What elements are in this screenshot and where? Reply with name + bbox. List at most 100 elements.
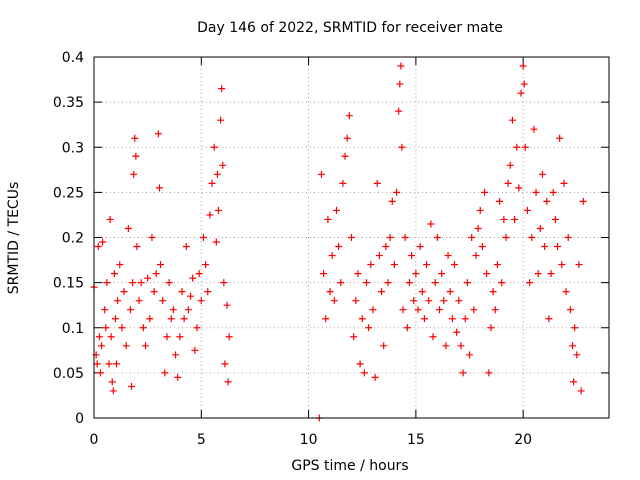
data-point	[189, 274, 197, 282]
data-point	[155, 184, 163, 192]
data-point	[403, 324, 411, 332]
data-point	[442, 342, 450, 350]
data-point	[356, 360, 364, 368]
data-point	[500, 215, 508, 223]
data-point	[94, 243, 102, 251]
data-point	[468, 234, 476, 241]
data-points	[90, 62, 587, 422]
data-point	[193, 324, 201, 332]
data-point	[132, 152, 140, 160]
data-point	[219, 161, 227, 169]
data-point	[137, 279, 145, 287]
data-point	[493, 261, 501, 269]
data-point	[133, 243, 141, 251]
x-tick-label: 5	[197, 432, 206, 448]
data-point	[523, 206, 531, 214]
data-point	[365, 324, 373, 332]
data-point	[101, 306, 109, 314]
data-point	[390, 261, 398, 269]
data-point	[150, 288, 158, 296]
data-point	[106, 215, 114, 223]
data-point	[350, 333, 358, 341]
data-point	[120, 288, 128, 296]
y-tick-label: 0.4	[62, 50, 84, 66]
data-point	[459, 369, 467, 377]
data-point	[418, 288, 426, 296]
data-point	[335, 243, 343, 251]
data-point	[111, 315, 119, 323]
data-point	[549, 188, 557, 196]
data-point	[388, 197, 396, 205]
data-point	[373, 179, 381, 187]
data-point	[526, 279, 534, 287]
data-point	[371, 373, 379, 381]
data-point	[547, 270, 555, 278]
data-point	[556, 134, 564, 142]
data-point	[341, 152, 349, 160]
data-point	[511, 215, 519, 223]
data-point	[423, 261, 431, 269]
data-point	[472, 252, 480, 260]
data-point	[105, 360, 113, 368]
data-point	[440, 297, 448, 305]
data-point	[570, 378, 578, 386]
data-point	[348, 234, 355, 241]
data-point	[197, 297, 205, 305]
data-point	[108, 378, 116, 386]
data-point	[461, 315, 469, 323]
data-point	[375, 252, 383, 260]
data-point	[431, 279, 439, 287]
data-point	[519, 62, 527, 70]
y-tick-label: 0.15	[53, 276, 84, 292]
data-point	[551, 215, 559, 223]
x-tick-label: 0	[90, 432, 99, 448]
data-point	[124, 224, 132, 232]
data-point	[369, 306, 377, 314]
data-point	[107, 333, 115, 341]
x-tick-label: 20	[514, 432, 532, 448]
data-point	[380, 342, 388, 350]
data-point	[221, 360, 229, 368]
data-point	[191, 346, 199, 354]
y-tick-label: 0.05	[53, 366, 84, 382]
data-point	[481, 188, 489, 196]
axis-ticks: 0 0.05 0.1 0.15 0.2 0.25 0.3 0.35 0.4 0 5 10 15 20	[53, 50, 609, 448]
data-point	[393, 188, 401, 196]
data-point	[345, 112, 353, 120]
data-point	[135, 297, 143, 305]
data-point	[337, 279, 345, 287]
data-point	[184, 306, 192, 314]
data-point	[354, 270, 362, 278]
data-point	[453, 328, 461, 336]
data-point	[433, 234, 441, 241]
data-point	[157, 261, 165, 269]
data-point	[180, 315, 188, 323]
data-point	[352, 297, 360, 305]
data-point	[358, 315, 366, 323]
data-point	[541, 243, 549, 251]
data-point	[204, 288, 212, 296]
data-point	[96, 369, 104, 377]
data-point	[129, 279, 137, 287]
data-point	[483, 270, 491, 278]
data-point	[114, 297, 122, 305]
data-point	[159, 297, 167, 305]
data-point	[444, 252, 452, 260]
data-point	[148, 234, 156, 241]
data-point	[513, 143, 521, 151]
data-point	[116, 261, 124, 269]
data-point	[202, 261, 210, 269]
data-point	[412, 270, 420, 278]
data-point	[566, 306, 574, 314]
data-point	[536, 224, 544, 232]
data-point	[569, 342, 577, 350]
data-point	[384, 279, 392, 287]
data-point	[420, 315, 428, 323]
data-point	[528, 234, 536, 241]
data-point	[103, 279, 111, 287]
data-point	[330, 297, 338, 305]
data-point	[558, 261, 566, 269]
data-point	[128, 382, 136, 390]
data-point	[429, 333, 437, 341]
